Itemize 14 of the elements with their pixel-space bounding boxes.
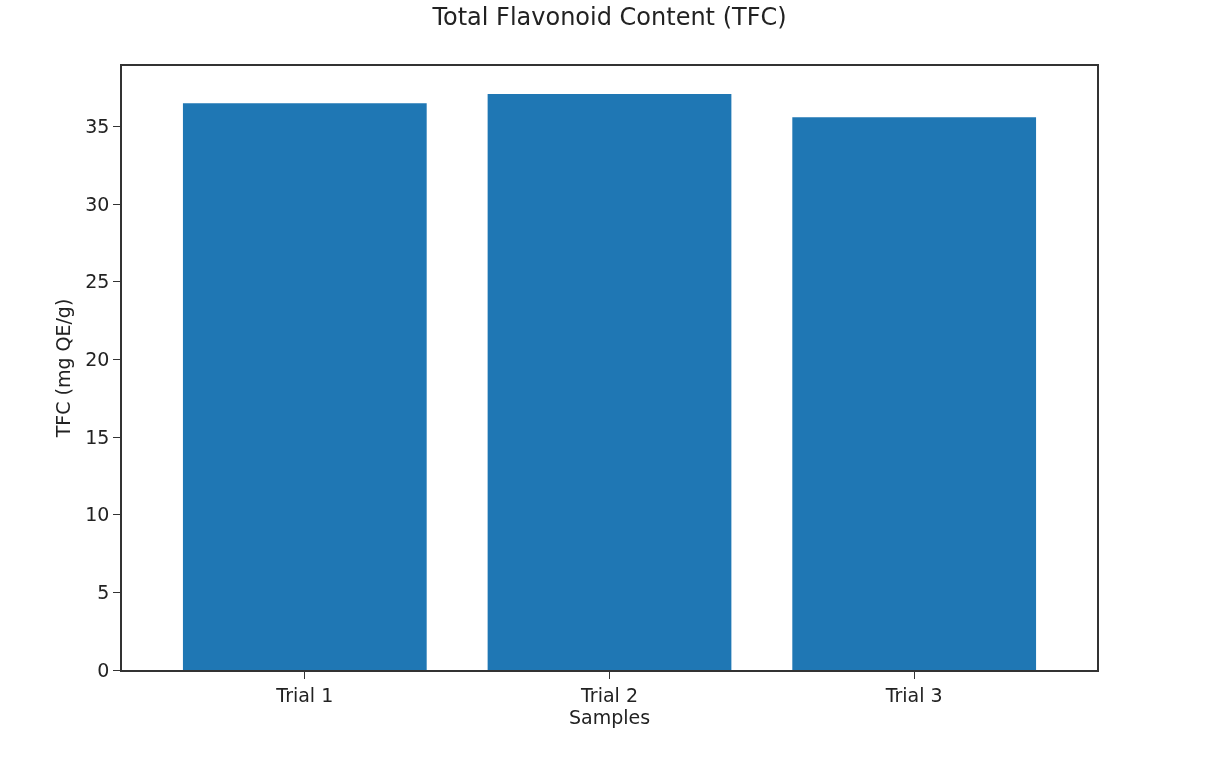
chart-title: Total Flavonoid Content (TFC) [431, 2, 787, 31]
x-axis-title: Samples [568, 705, 651, 728]
y-tick-label: 10 [85, 503, 110, 526]
y-tick-label: 30 [85, 192, 110, 215]
x-tick-label: Trial 2 [580, 683, 638, 706]
y-tick-label: 5 [97, 581, 110, 604]
x-tick-label: Trial 3 [884, 683, 943, 706]
x-tick-label: Trial 1 [275, 683, 334, 706]
y-tick-label: 0 [97, 658, 110, 681]
y-tick-label: 35 [85, 115, 110, 138]
y-tick-label: 25 [85, 270, 110, 293]
y-tick-label: 20 [85, 348, 110, 371]
y-axis-title: TFC (mg QE/g) [51, 298, 74, 439]
y-tick-label: 15 [85, 425, 110, 448]
